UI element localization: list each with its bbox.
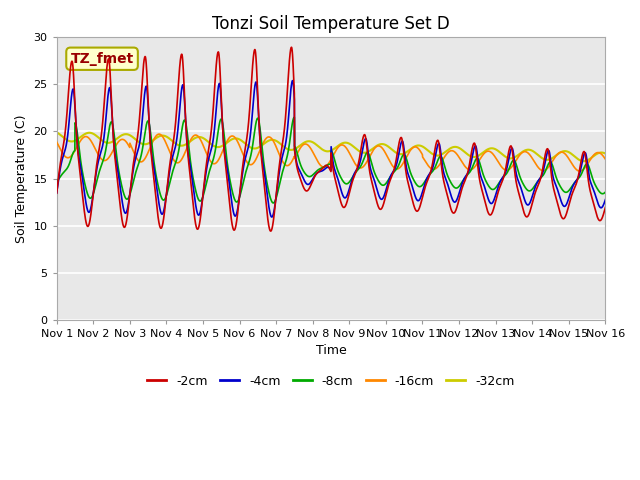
-8cm	[269, 200, 277, 206]
-4cm	[591, 191, 599, 197]
-16cm	[53, 139, 61, 145]
-2cm	[53, 190, 61, 196]
-4cm	[53, 190, 61, 195]
-4cm	[148, 153, 156, 159]
-4cm	[602, 197, 609, 203]
Line: -32cm: -32cm	[57, 132, 605, 161]
-16cm	[148, 141, 156, 146]
-16cm	[155, 131, 163, 137]
-8cm	[287, 129, 295, 134]
-32cm	[532, 150, 540, 156]
-16cm	[115, 138, 123, 144]
-4cm	[263, 191, 271, 196]
-4cm	[287, 85, 295, 91]
-2cm	[115, 194, 123, 200]
Line: -4cm: -4cm	[57, 81, 605, 217]
-16cm	[287, 160, 295, 166]
-32cm	[591, 152, 598, 158]
-8cm	[263, 181, 271, 187]
-4cm	[268, 214, 276, 220]
-8cm	[602, 189, 609, 195]
Line: -8cm: -8cm	[57, 117, 605, 203]
-2cm	[148, 157, 156, 163]
-16cm	[264, 134, 271, 140]
-16cm	[591, 151, 599, 156]
Line: -2cm: -2cm	[57, 47, 605, 231]
-8cm	[591, 181, 599, 187]
-32cm	[148, 138, 156, 144]
-2cm	[591, 206, 599, 212]
-4cm	[115, 178, 123, 183]
-32cm	[263, 139, 271, 144]
-4cm	[532, 182, 540, 188]
-8cm	[532, 181, 540, 187]
-2cm	[287, 45, 295, 50]
-32cm	[580, 158, 588, 164]
-16cm	[532, 161, 540, 167]
-32cm	[287, 147, 295, 153]
-2cm	[602, 204, 609, 210]
Line: -16cm: -16cm	[57, 134, 605, 171]
-32cm	[115, 134, 123, 140]
-2cm	[287, 44, 295, 50]
-2cm	[263, 210, 271, 216]
-2cm	[532, 188, 540, 194]
-32cm	[53, 130, 61, 135]
-8cm	[115, 171, 123, 177]
-32cm	[602, 151, 609, 156]
Legend: -2cm, -4cm, -8cm, -16cm, -32cm: -2cm, -4cm, -8cm, -16cm, -32cm	[143, 370, 520, 393]
-2cm	[267, 228, 275, 234]
X-axis label: Time: Time	[316, 344, 346, 357]
-8cm	[291, 114, 298, 120]
Text: TZ_fmet: TZ_fmet	[70, 52, 134, 66]
-8cm	[53, 179, 61, 184]
-8cm	[148, 141, 156, 147]
Title: Tonzi Soil Temperature Set D: Tonzi Soil Temperature Set D	[212, 15, 450, 33]
Y-axis label: Soil Temperature (C): Soil Temperature (C)	[15, 114, 28, 243]
-4cm	[289, 78, 296, 84]
-16cm	[576, 168, 584, 174]
-16cm	[602, 156, 609, 162]
